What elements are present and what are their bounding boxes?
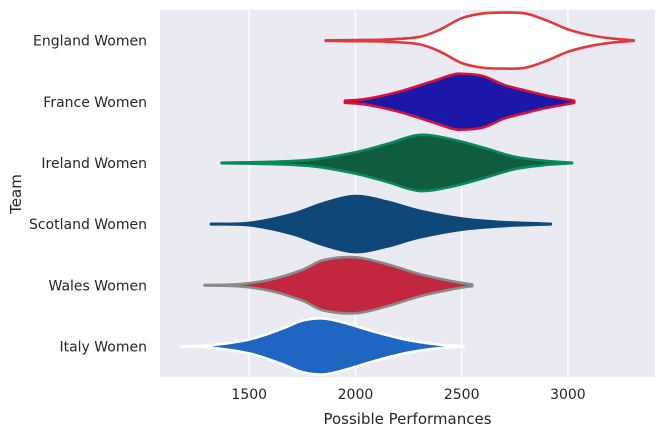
x-tick-label: 1500 [231,387,267,403]
x-tick-labels: 1500 2000 2500 3000 [231,387,585,403]
violins [179,11,636,376]
violin-wales-women [203,255,474,315]
grid-lines [248,10,569,377]
x-tick-label: 3000 [550,387,586,403]
violin-ireland-women [220,133,574,193]
y-category-label: Scotland Women [29,217,147,233]
plot-background [160,10,655,377]
y-category-label: Italy Women [59,339,147,355]
y-category-label: Wales Women [49,278,148,294]
violin-italy-women [179,317,466,376]
x-tick-label: 2500 [444,387,480,403]
violin-france-women [343,72,576,132]
violin-scotland-women [209,194,553,254]
x-tick-label: 2000 [338,387,374,403]
y-category-label: Ireland Women [41,156,147,172]
x-axis-title: Possible Performances [323,410,491,428]
y-category-label: France Women [43,95,147,111]
y-category-labels: England Women France Women Ireland Women Sc… [29,34,147,356]
y-category-label: England Women [33,34,147,50]
y-axis-title: Team [7,174,25,215]
violin-england-women [324,11,636,70]
